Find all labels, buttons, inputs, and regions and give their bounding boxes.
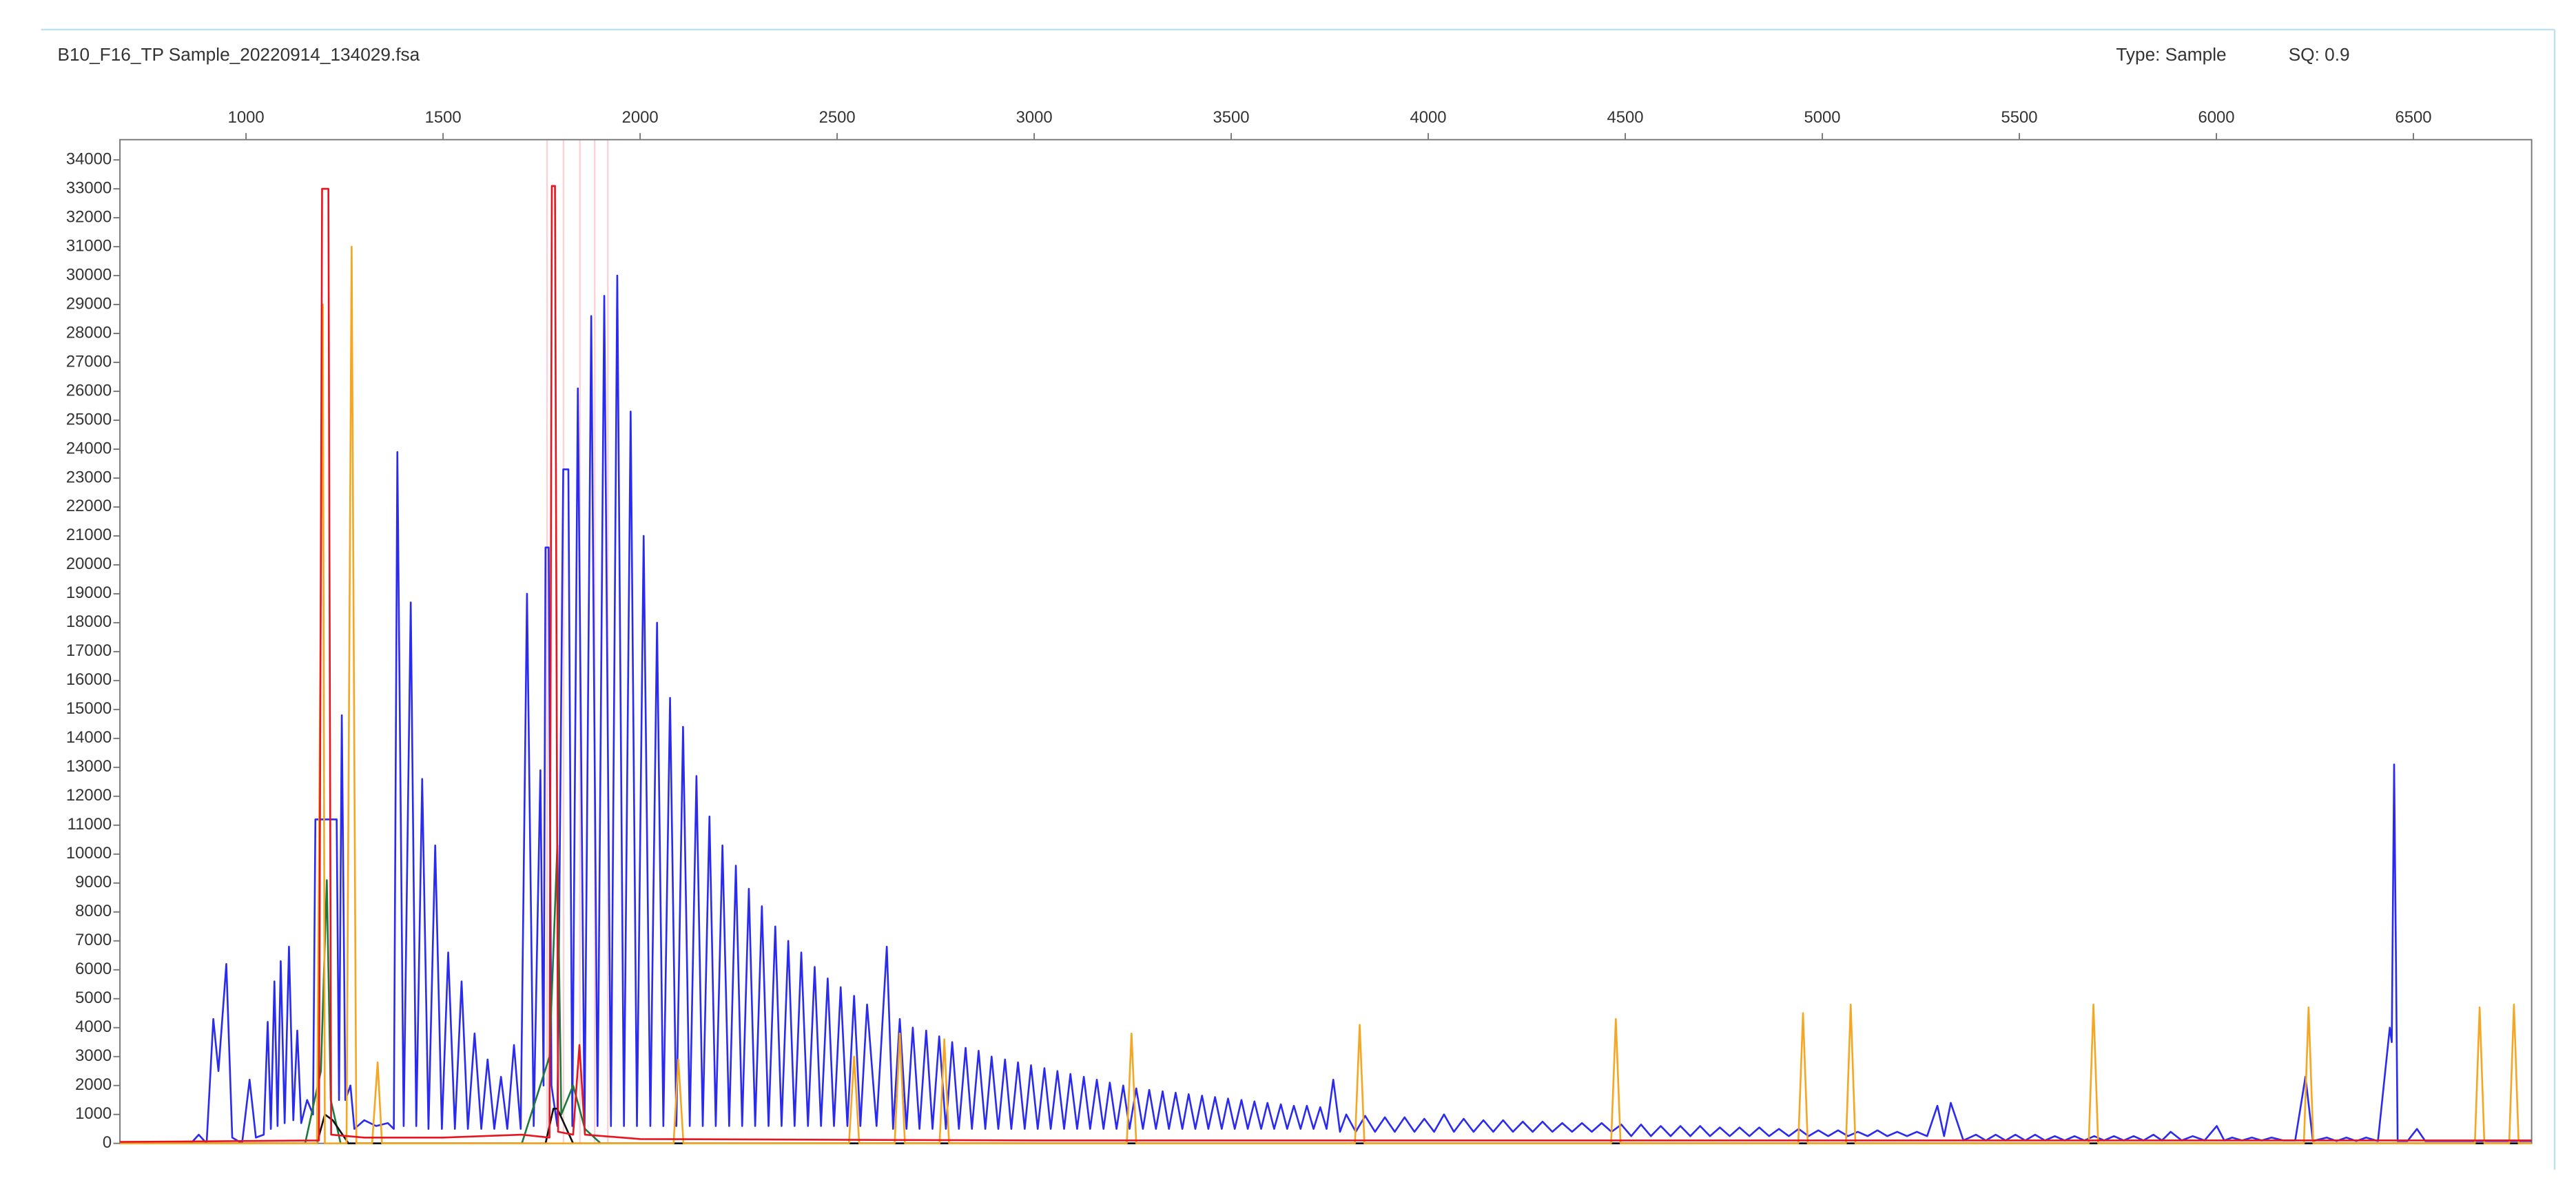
x-tick-label: 5500 bbox=[2001, 108, 2038, 127]
y-tick-label: 12000 bbox=[66, 786, 112, 805]
x-tick-label: 1000 bbox=[228, 108, 265, 127]
plot-frame bbox=[119, 138, 2533, 1144]
trace bbox=[120, 185, 2532, 1143]
x-tick-label: 2000 bbox=[622, 108, 659, 127]
x-tick-label: 6000 bbox=[2198, 108, 2235, 127]
y-tick-label: 29000 bbox=[66, 294, 112, 313]
y-tick-label: 31000 bbox=[66, 236, 112, 255]
y-tick-label: 5000 bbox=[75, 989, 112, 1007]
y-tick-label: 3000 bbox=[75, 1046, 112, 1065]
y-tick-label: 9000 bbox=[75, 873, 112, 891]
y-tick-label: 6000 bbox=[75, 960, 112, 978]
y-tick-label: 30000 bbox=[66, 265, 112, 284]
trace bbox=[120, 844, 2532, 1144]
sample-type: Type: Sample bbox=[2116, 44, 2226, 65]
y-tick-label: 32000 bbox=[66, 207, 112, 226]
y-tick-label: 14000 bbox=[66, 728, 112, 747]
y-tick-label: 19000 bbox=[66, 583, 112, 602]
y-tick-label: 22000 bbox=[66, 497, 112, 515]
x-tick-label: 3500 bbox=[1213, 108, 1250, 127]
x-tick-label: 4500 bbox=[1607, 108, 1644, 127]
y-tick-label: 33000 bbox=[66, 178, 112, 197]
y-tick-label: 7000 bbox=[75, 931, 112, 949]
sizing-quality: SQ: 0.9 bbox=[2289, 44, 2350, 65]
trace bbox=[120, 274, 2532, 1144]
y-tick-label: 2000 bbox=[75, 1075, 112, 1094]
y-tick-label: 21000 bbox=[66, 526, 112, 544]
y-tick-label: 13000 bbox=[66, 757, 112, 776]
y-tick-label: 16000 bbox=[66, 670, 112, 689]
file-title: B10_F16_TP Sample_20220914_134029.fsa bbox=[57, 44, 420, 65]
x-tick-label: 4000 bbox=[1410, 108, 1447, 127]
y-tick-label: 15000 bbox=[66, 699, 112, 718]
x-tick-label: 2500 bbox=[819, 108, 856, 127]
y-tick-label: 23000 bbox=[66, 468, 112, 486]
y-tick-label: 10000 bbox=[66, 844, 112, 863]
x-tick-label: 3000 bbox=[1016, 108, 1053, 127]
x-tick-label: 1500 bbox=[425, 108, 462, 127]
y-tick-label: 34000 bbox=[66, 149, 112, 168]
y-tick-label: 24000 bbox=[66, 439, 112, 457]
y-tick-label: 0 bbox=[103, 1133, 112, 1152]
y-tick-label: 28000 bbox=[66, 323, 112, 342]
x-tick-label: 5000 bbox=[1804, 108, 1841, 127]
trace bbox=[120, 245, 2532, 1144]
y-tick-label: 18000 bbox=[66, 612, 112, 631]
y-tick-label: 25000 bbox=[66, 410, 112, 428]
traces bbox=[120, 185, 2532, 1144]
y-tick-label: 26000 bbox=[66, 381, 112, 400]
y-tick-label: 1000 bbox=[75, 1104, 112, 1123]
y-tick-label: 17000 bbox=[66, 641, 112, 660]
y-tick-label: 4000 bbox=[75, 1018, 112, 1036]
y-tick-label: 20000 bbox=[66, 555, 112, 573]
y-tick-label: 11000 bbox=[68, 815, 112, 834]
y-tick-label: 27000 bbox=[66, 352, 112, 371]
y-tick-label: 8000 bbox=[75, 902, 112, 920]
x-tick-label: 6500 bbox=[2395, 108, 2432, 127]
